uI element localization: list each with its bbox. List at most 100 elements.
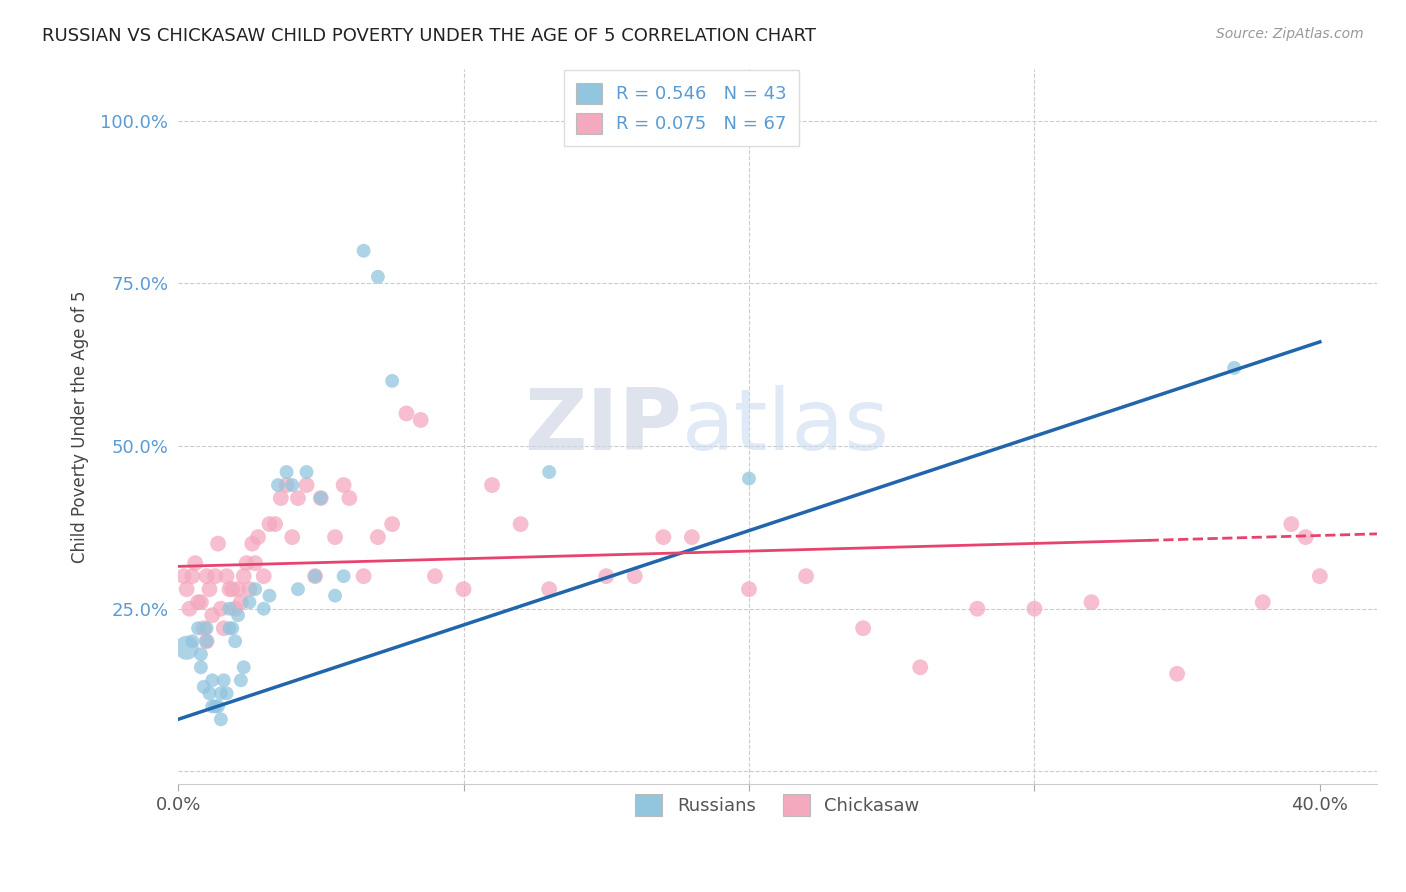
Point: [221, 621, 243, 635]
Point: [187, 595, 209, 609]
Point: [287, 491, 309, 505]
Point: [367, 530, 389, 544]
Point: [198, 686, 221, 700]
Point: [595, 569, 617, 583]
Point: [381, 517, 404, 532]
Point: [538, 582, 561, 597]
Point: [235, 556, 257, 570]
Point: [481, 478, 503, 492]
Point: [304, 569, 326, 583]
Point: [276, 478, 298, 492]
Point: [409, 413, 432, 427]
Legend: Russians, Chickasaw: Russians, Chickasaw: [626, 786, 929, 825]
Point: [204, 569, 226, 583]
Point: [259, 589, 281, 603]
Point: [323, 589, 346, 603]
Point: [852, 621, 875, 635]
Point: [259, 517, 281, 532]
Point: [176, 640, 198, 655]
Point: [201, 608, 224, 623]
Point: [229, 595, 252, 609]
Point: [353, 244, 375, 258]
Text: Source: ZipAtlas.com: Source: ZipAtlas.com: [1216, 27, 1364, 41]
Point: [207, 536, 229, 550]
Point: [195, 569, 218, 583]
Point: [1309, 569, 1331, 583]
Point: [281, 530, 304, 544]
Point: [309, 491, 332, 505]
Point: [201, 673, 224, 688]
Point: [240, 536, 263, 550]
Point: [243, 582, 266, 597]
Point: [215, 569, 238, 583]
Point: [218, 601, 240, 615]
Y-axis label: Child Poverty Under the Age of 5: Child Poverty Under the Age of 5: [72, 290, 89, 563]
Point: [212, 621, 235, 635]
Point: [738, 582, 761, 597]
Point: [173, 569, 195, 583]
Point: [332, 478, 354, 492]
Point: [221, 582, 243, 597]
Point: [190, 647, 212, 661]
Point: [794, 569, 817, 583]
Point: [395, 407, 418, 421]
Point: [218, 621, 240, 635]
Point: [332, 569, 354, 583]
Point: [190, 660, 212, 674]
Point: [181, 634, 204, 648]
Point: [652, 530, 675, 544]
Point: [243, 556, 266, 570]
Text: ZIP: ZIP: [524, 385, 682, 468]
Point: [738, 471, 761, 485]
Point: [204, 699, 226, 714]
Point: [209, 686, 232, 700]
Point: [367, 269, 389, 284]
Point: [304, 569, 326, 583]
Point: [193, 621, 215, 635]
Point: [323, 530, 346, 544]
Point: [295, 478, 318, 492]
Point: [453, 582, 475, 597]
Point: [224, 634, 246, 648]
Point: [226, 582, 249, 597]
Point: [1024, 601, 1046, 615]
Point: [218, 582, 240, 597]
Point: [281, 478, 304, 492]
Point: [184, 556, 207, 570]
Point: [195, 634, 218, 648]
Point: [246, 530, 269, 544]
Point: [287, 582, 309, 597]
Text: atlas: atlas: [682, 385, 890, 468]
Point: [238, 595, 260, 609]
Point: [226, 608, 249, 623]
Point: [1295, 530, 1317, 544]
Point: [190, 595, 212, 609]
Point: [201, 699, 224, 714]
Point: [353, 569, 375, 583]
Text: RUSSIAN VS CHICKASAW CHILD POVERTY UNDER THE AGE OF 5 CORRELATION CHART: RUSSIAN VS CHICKASAW CHILD POVERTY UNDER…: [42, 27, 815, 45]
Point: [253, 569, 276, 583]
Point: [509, 517, 531, 532]
Point: [207, 699, 229, 714]
Point: [1223, 360, 1246, 375]
Point: [966, 601, 988, 615]
Point: [179, 601, 201, 615]
Point: [623, 569, 645, 583]
Point: [176, 582, 198, 597]
Point: [267, 478, 290, 492]
Point: [229, 673, 252, 688]
Point: [337, 491, 360, 505]
Point: [215, 686, 238, 700]
Point: [264, 517, 287, 532]
Point: [270, 491, 292, 505]
Point: [1279, 517, 1302, 532]
Point: [253, 601, 276, 615]
Point: [538, 465, 561, 479]
Point: [198, 582, 221, 597]
Point: [181, 569, 204, 583]
Point: [309, 491, 332, 505]
Point: [224, 601, 246, 615]
Point: [238, 582, 260, 597]
Point: [232, 660, 254, 674]
Point: [187, 621, 209, 635]
